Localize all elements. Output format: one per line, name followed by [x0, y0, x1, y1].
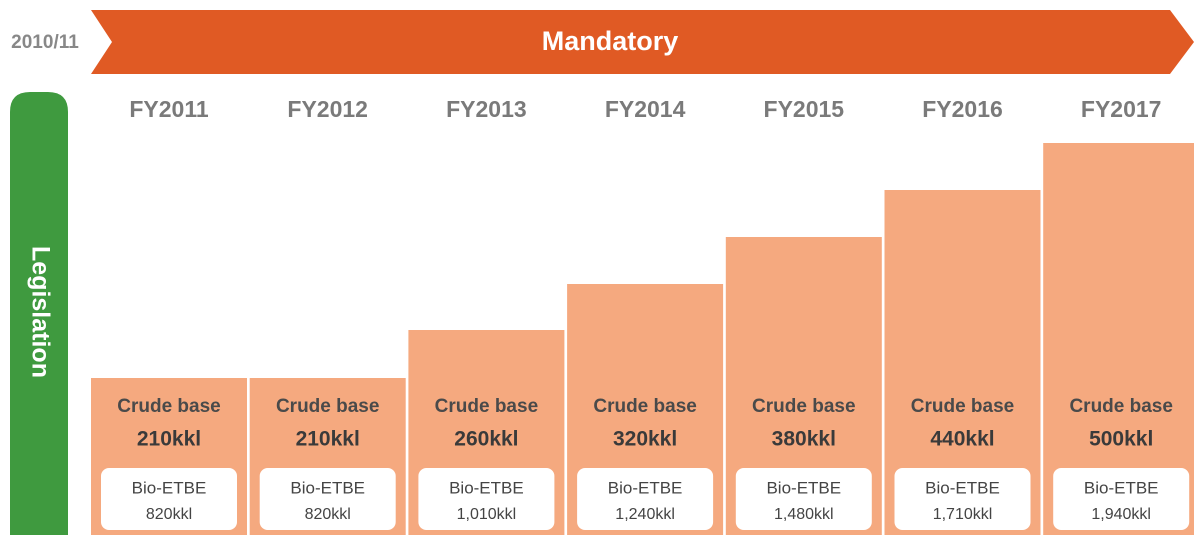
- crude-value: 320kkl: [613, 428, 677, 451]
- bio-value: 1,010kkl: [457, 506, 517, 523]
- bio-box: [101, 468, 237, 530]
- crude-label: Crude base: [435, 396, 538, 417]
- banner-arrow: [91, 10, 1194, 74]
- bio-value: 1,710kkl: [933, 506, 993, 523]
- year-label: FY2013: [446, 96, 527, 122]
- year-label: FY2016: [922, 96, 1003, 122]
- side-label: Legislation: [26, 246, 54, 378]
- bio-value: 820kkl: [305, 506, 351, 523]
- crude-value: 210kkl: [296, 428, 360, 451]
- year-label: FY2012: [287, 96, 368, 122]
- crude-value: 380kkl: [772, 428, 836, 451]
- crude-value: 210kkl: [137, 428, 201, 451]
- bio-box: [259, 468, 396, 530]
- year-label: FY2011: [129, 96, 208, 122]
- bio-value: 1,940kkl: [1091, 506, 1151, 523]
- bio-label: Bio-ETBE: [608, 478, 683, 497]
- year-label: FY2014: [605, 96, 686, 122]
- bio-box: [894, 468, 1031, 530]
- crude-label: Crude base: [593, 396, 696, 417]
- bio-label: Bio-ETBE: [925, 478, 1000, 497]
- bio-box: [418, 468, 555, 530]
- crude-label: Crude base: [1069, 396, 1172, 417]
- crude-value: 260kkl: [454, 428, 518, 451]
- bio-box: [577, 468, 714, 530]
- year-label: FY2015: [764, 96, 845, 122]
- crude-value: 500kkl: [1089, 428, 1153, 451]
- crude-label: Crude base: [117, 396, 220, 417]
- bio-value: 1,240kkl: [615, 506, 675, 523]
- bio-label: Bio-ETBE: [132, 478, 207, 497]
- bio-box: [735, 468, 872, 530]
- crude-value: 440kkl: [930, 428, 994, 451]
- period-label: 2010/11: [11, 32, 79, 53]
- crude-label: Crude base: [911, 396, 1014, 417]
- banner-label: Mandatory: [542, 26, 679, 56]
- year-label: FY2017: [1081, 96, 1162, 122]
- bio-label: Bio-ETBE: [290, 478, 365, 497]
- bio-box: [1053, 468, 1190, 530]
- bio-value: 1,480kkl: [774, 506, 834, 523]
- side-bar: [10, 92, 68, 535]
- bio-label: Bio-ETBE: [766, 478, 841, 497]
- bio-label: Bio-ETBE: [449, 478, 524, 497]
- bio-label: Bio-ETBE: [1084, 478, 1159, 497]
- crude-label: Crude base: [276, 396, 379, 417]
- bio-value: 820kkl: [146, 506, 192, 523]
- crude-label: Crude base: [752, 396, 855, 417]
